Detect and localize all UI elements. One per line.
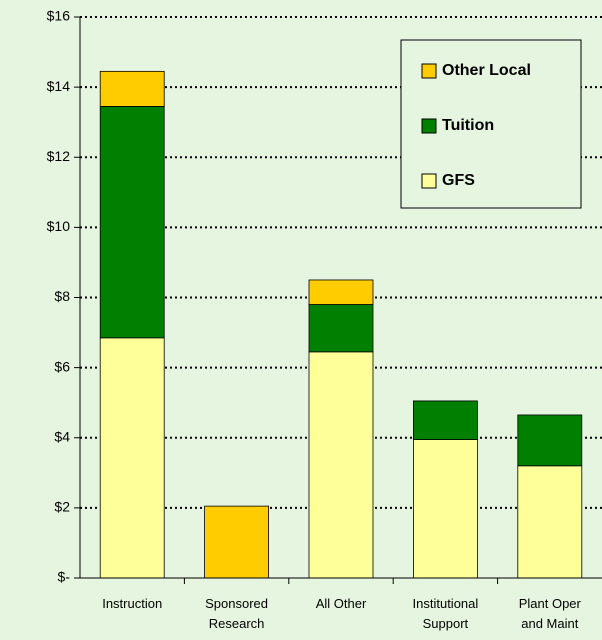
y-tick-label: $2 (54, 499, 70, 515)
y-tick-label: $6 (54, 358, 70, 374)
x-tick-label: Instruction (102, 596, 162, 611)
bar-segment (412, 439, 478, 579)
bar-segment (308, 279, 374, 305)
y-tick-label: $12 (47, 148, 71, 164)
y-tick-label: $14 (47, 78, 71, 94)
y-tick-label: $16 (47, 8, 71, 24)
x-tick-label-line: Sponsored (205, 596, 268, 611)
x-tick-label-line: Research (209, 616, 265, 631)
x-tick-label-line: Instruction (102, 596, 162, 611)
legend-swatch (421, 173, 437, 189)
bar-segment (517, 465, 583, 579)
x-tick-label-line: Plant Oper (519, 596, 582, 611)
bar-segment (412, 400, 478, 440)
bar-segment (99, 70, 165, 107)
legend-label: Tuition (442, 117, 494, 134)
bar-segment (204, 505, 270, 579)
x-tick-label-line: Institutional (413, 596, 479, 611)
x-tick-label: Plant Oper and Maint (519, 596, 582, 631)
legend-label: GFS (442, 172, 475, 189)
legend-swatch (421, 63, 437, 79)
x-tick-label-line: Support (423, 616, 469, 631)
bar-segment (308, 304, 374, 353)
bar-segment (517, 414, 583, 467)
y-tick-label: $4 (54, 428, 70, 444)
x-tick-label-line: and Maint (521, 616, 578, 631)
bar-segment (99, 337, 165, 579)
bar-segment (308, 351, 374, 579)
y-tick-label: $- (58, 569, 71, 585)
x-tick-label: All Other (316, 596, 367, 611)
x-tick-label: Sponsored Research (205, 596, 268, 631)
x-tick-label: Institutional Support (413, 596, 479, 631)
y-tick-label: $8 (54, 288, 70, 304)
x-tick-label-line: All Other (316, 596, 367, 611)
legend-label: Other Local (442, 62, 531, 79)
legend-swatch (421, 118, 437, 134)
bar-segment (99, 106, 165, 339)
y-tick-label: $10 (47, 218, 71, 234)
